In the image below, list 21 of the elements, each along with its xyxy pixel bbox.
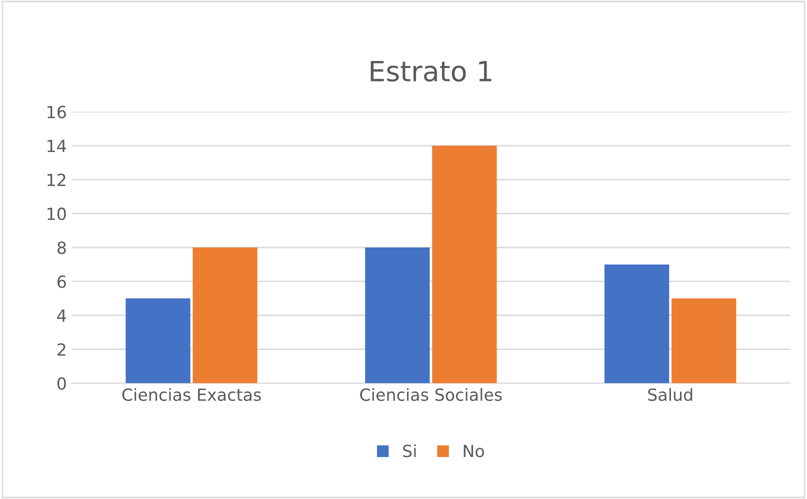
bar bbox=[432, 146, 497, 384]
y-tick-label: 14 bbox=[48, 140, 66, 152]
y-tick-label: 16 bbox=[48, 106, 66, 118]
bar bbox=[192, 248, 258, 384]
y-tick-label: 4 bbox=[57, 310, 66, 322]
y-tick-label: 0 bbox=[57, 377, 66, 390]
y-tick-label: 8 bbox=[57, 241, 66, 254]
legend-label: Si bbox=[403, 444, 416, 458]
y-tick-label: 12 bbox=[48, 174, 66, 186]
y-tick-label: 6 bbox=[58, 275, 66, 288]
legend-label: No bbox=[464, 444, 484, 458]
bar bbox=[365, 248, 430, 384]
x-tick-label: Ciencias Exactas bbox=[122, 388, 261, 401]
x-tick-label: Salud bbox=[648, 388, 692, 401]
bar bbox=[604, 264, 670, 384]
chart-title: Estrato 1 bbox=[370, 60, 492, 82]
y-tick-label: 10 bbox=[48, 208, 66, 220]
bar bbox=[126, 298, 190, 384]
bar bbox=[672, 298, 736, 384]
x-tick-label: Ciencias Sociales bbox=[360, 388, 502, 401]
y-tick-label: 2 bbox=[58, 343, 66, 356]
